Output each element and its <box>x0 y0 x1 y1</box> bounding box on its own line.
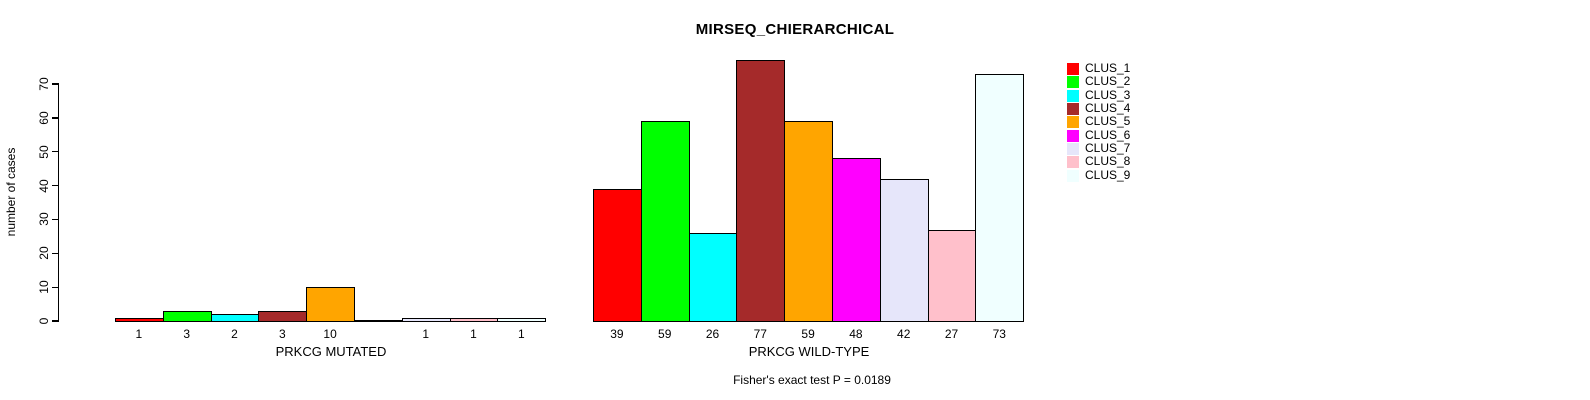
y-tick-mark <box>52 286 59 288</box>
bar-clus_5 <box>784 121 833 322</box>
y-tick-label: 70 <box>37 77 51 91</box>
bar-value-label: 77 <box>753 327 767 341</box>
bar-value-label: 1 <box>422 327 430 341</box>
y-tick-mark <box>52 83 59 85</box>
legend-label: CLUS_2 <box>1085 74 1131 89</box>
legend-swatch-clus_8 <box>1067 156 1079 169</box>
legend-label: CLUS_9 <box>1085 167 1131 182</box>
legend-label: CLUS_5 <box>1085 114 1131 129</box>
legend-label: CLUS_1 <box>1085 61 1131 75</box>
legend-swatch-clus_5 <box>1067 116 1079 129</box>
y-tick-label: 30 <box>37 212 51 227</box>
y-tick-label: 40 <box>37 178 51 193</box>
y-tick-label: 50 <box>37 145 51 159</box>
x-axis-group-label-mutated: PRKCG MUTATED <box>275 344 387 359</box>
bar-value-label: 1 <box>470 327 477 341</box>
bar-value-label: 10 <box>323 327 337 341</box>
bar-clus_3 <box>210 314 260 322</box>
bar-value-label: 1 <box>135 327 143 341</box>
bar-value-label: 3 <box>183 327 191 341</box>
bar-value-label: 26 <box>705 327 720 341</box>
y-tick-label: 60 <box>37 111 51 125</box>
bar-clus_7 <box>401 317 451 322</box>
chart-title: MIRSEQ_CHIERARCHICAL <box>695 21 895 38</box>
bar-value-label: 2 <box>231 327 238 341</box>
bar-clus_7 <box>879 178 929 322</box>
bar-value-label: 1 <box>517 327 525 341</box>
y-tick-mark <box>52 184 59 187</box>
y-axis-line <box>58 84 60 322</box>
legend-label: CLUS_4 <box>1085 101 1131 116</box>
bar-clus_4 <box>258 310 308 322</box>
bar-clus_2 <box>640 121 690 322</box>
bar-clus_9 <box>975 73 1025 322</box>
legend-label: CLUS_3 <box>1085 87 1131 102</box>
bar-value-label: 59 <box>658 327 672 341</box>
legend-swatch-clus_7 <box>1067 143 1079 156</box>
bar-clus_4 <box>736 60 786 322</box>
y-tick-mark <box>52 117 59 119</box>
y-tick-label: 20 <box>37 246 51 260</box>
bar-clus_1 <box>593 188 642 322</box>
bar-clus_9 <box>497 317 547 322</box>
bar-value-label: 59 <box>801 327 815 341</box>
statistical-test-note: Fisher's exact test P = 0.0189 <box>733 373 891 387</box>
legend-swatch-clus_2 <box>1067 76 1079 89</box>
legend-swatch-clus_4 <box>1067 103 1079 116</box>
bar-clus_8 <box>449 317 499 322</box>
y-tick-label: 0 <box>37 317 51 325</box>
legend-swatch-clus_3 <box>1067 89 1079 102</box>
y-tick-mark <box>52 252 59 254</box>
bar-value-label: 42 <box>897 327 911 341</box>
bar-value-label: 73 <box>992 327 1006 341</box>
y-tick-mark <box>52 151 59 153</box>
y-tick-mark <box>52 320 59 322</box>
bar-value-label: 27 <box>944 327 959 341</box>
bar-clus_1 <box>115 317 164 322</box>
bar-value-label: 39 <box>610 327 624 341</box>
legend-label: CLUS_7 <box>1085 141 1131 156</box>
bar-value-label: 3 <box>278 327 286 341</box>
legend-swatch-clus_9 <box>1067 169 1079 182</box>
legend-label: CLUS_6 <box>1085 127 1131 142</box>
x-axis-group-label-wildtype: PRKCG WILD-TYPE <box>748 344 870 359</box>
bar-value-label: 48 <box>849 327 863 341</box>
y-tick-mark <box>52 218 59 221</box>
bar-clus_6 <box>832 158 881 322</box>
bar-clus_8 <box>927 229 977 322</box>
y-tick-label: 10 <box>37 280 51 294</box>
legend-swatch-clus_6 <box>1067 129 1079 142</box>
bar-clus_3 <box>688 232 738 322</box>
legend-swatch-clus_1 <box>1067 63 1079 75</box>
bar-clus_5 <box>306 287 355 322</box>
bar-clus_2 <box>162 310 212 322</box>
legend-label: CLUS_8 <box>1085 154 1131 169</box>
y-axis-title: number of cases <box>4 147 18 237</box>
